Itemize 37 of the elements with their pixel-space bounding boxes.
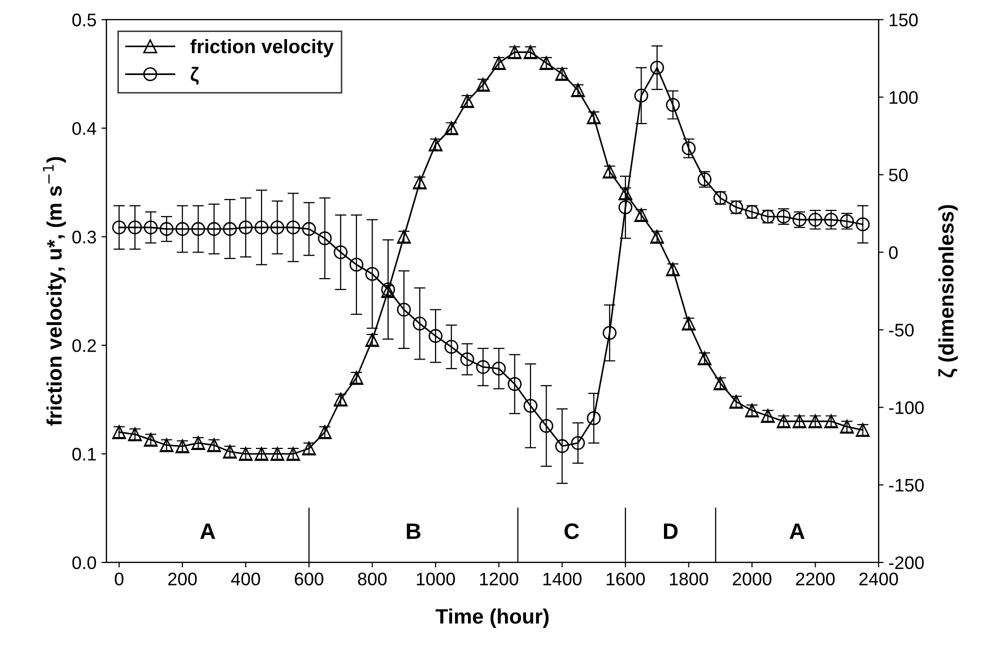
legend-label: friction velocity <box>190 39 334 58</box>
y2-axis-title: ζ (dimensionless) <box>938 205 958 378</box>
y-tick-label: 0.5 <box>72 14 96 26</box>
x-tick-label: 600 <box>294 572 324 586</box>
y-tick-label: 0.4 <box>72 122 96 135</box>
x-tick-label: 400 <box>231 572 260 586</box>
annotation: A <box>790 524 805 539</box>
y2-tick-label: -50 <box>889 324 914 337</box>
x-tick-label: 1600 <box>606 572 645 586</box>
x-axis-title: Time (hour) <box>436 608 549 628</box>
x-tick-label: 2200 <box>796 572 835 586</box>
annotation: C <box>564 523 580 540</box>
x-tick-label: 2400 <box>859 572 898 586</box>
y-tick-label: 0.3 <box>72 230 96 244</box>
x-tick-label: 800 <box>358 572 387 586</box>
annotation: A <box>200 524 216 539</box>
y2-tick-label: -100 <box>889 401 924 414</box>
y2-tick-label: 150 <box>890 14 918 26</box>
y2-tick-label: 0 <box>889 246 898 259</box>
y2-tick-label: 100 <box>890 91 918 104</box>
y-tick-label: 0.2 <box>72 339 96 352</box>
x-tick-label: 2000 <box>732 572 772 586</box>
y-axis-title: friction velocity, u*, (m s$^{−1}$) <box>42 157 66 426</box>
legend-label: ζ <box>190 66 199 85</box>
annotation: B <box>406 524 420 539</box>
x-tick-label: 200 <box>168 572 197 586</box>
annotation: D <box>664 524 678 539</box>
x-tick-label: 0 <box>114 572 124 586</box>
y-tick-label: 0.1 <box>72 448 96 461</box>
x-tick-label: 1800 <box>670 572 708 586</box>
x-tick-label: 1000 <box>416 572 455 586</box>
y-tick-label: 0.0 <box>72 556 96 570</box>
y2-tick-label: 50 <box>889 168 908 182</box>
y2-tick-label: -150 <box>889 478 924 492</box>
x-tick-label: 1200 <box>480 572 518 586</box>
x-tick-label: 1400 <box>543 572 582 586</box>
y2-tick-label: -200 <box>889 556 924 570</box>
